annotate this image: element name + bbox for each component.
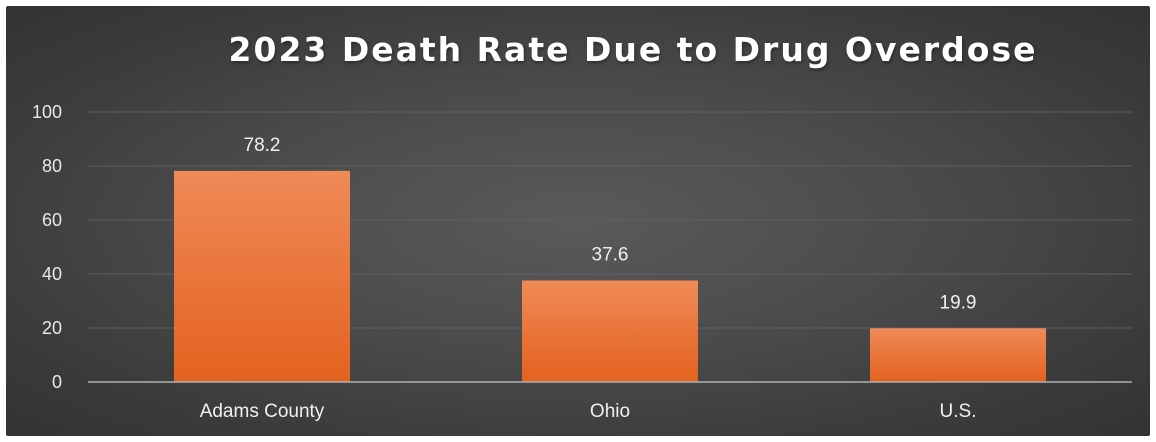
- bar: [522, 280, 698, 382]
- y-tick-label: 80: [42, 156, 62, 176]
- x-tick-label: Ohio: [590, 401, 630, 422]
- y-tick-label: 40: [42, 264, 62, 284]
- x-axis-ticks: Adams County Ohio U.S.: [200, 401, 977, 422]
- chart-frame: 2023 Death Rate Due to Drug Overdose 0 20…: [6, 6, 1150, 436]
- data-labels: 78.2 37.6 19.9: [244, 135, 977, 313]
- y-axis-ticks: 0 20 40 60 80 100: [32, 102, 62, 392]
- y-tick-label: 20: [42, 318, 62, 338]
- y-tick-label: 0: [52, 372, 62, 392]
- bars: [174, 170, 1046, 382]
- bar: [174, 170, 350, 382]
- x-tick-label: Adams County: [200, 401, 325, 422]
- bar: [870, 328, 1046, 382]
- y-tick-label: 60: [42, 210, 62, 230]
- data-label: 78.2: [244, 135, 281, 156]
- x-tick-label: U.S.: [940, 401, 977, 422]
- y-tick-label: 100: [32, 102, 62, 122]
- data-label: 19.9: [940, 292, 977, 313]
- data-label: 37.6: [592, 244, 629, 265]
- bar-chart: 0 20 40 60 80 100 78.2 37.6 19.9 Adams County Oh…: [32, 102, 1132, 422]
- chart-title: 2023 Death Rate Due to Drug Overdose: [228, 30, 1038, 69]
